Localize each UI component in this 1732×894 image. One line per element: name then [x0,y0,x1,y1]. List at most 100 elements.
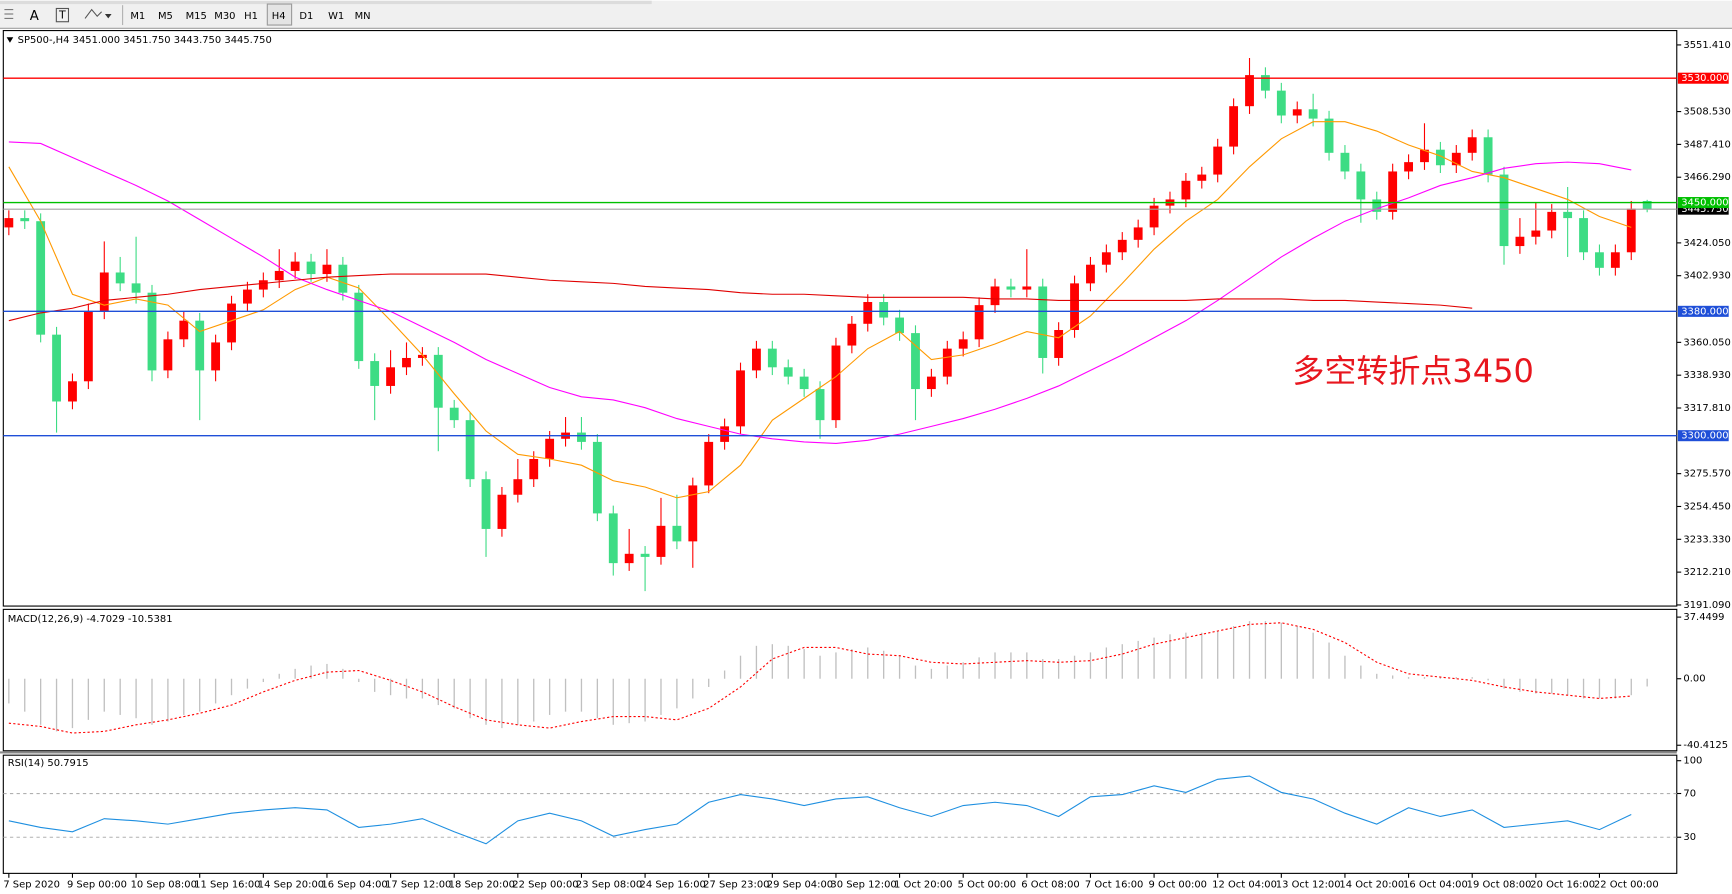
candle-body [529,458,539,480]
candle-body [1483,137,1493,175]
candle-body [1006,286,1016,290]
candle-body [926,376,936,390]
candle-body [20,218,30,222]
candle-body [1229,106,1239,147]
x-tick-label: 16 Sep 04:00 [321,879,387,890]
x-tick-label: 1 Oct 20:00 [894,879,952,890]
x-tick-label: 16 Oct 04:00 [1403,879,1468,890]
indicator-title: RSI(14) 50.7915 [8,758,89,769]
y-tick-label: 3487.410 [1683,139,1730,150]
toolbar-edge [0,0,652,5]
candle-body [402,357,411,368]
candle-body [1245,75,1254,107]
timeframe-button[interactable]: MN [355,11,371,22]
y-tick-label: 3338.930 [1683,370,1730,381]
timeframe-button[interactable]: M1 [130,11,145,22]
x-tick-label: 17 Sep 12:00 [385,879,451,890]
level-label: 3530.000 [1681,73,1728,84]
y-tick-label: 100 [1683,756,1702,767]
y-tick-label: 30 [1683,832,1696,843]
text-button-frame[interactable] [55,7,70,23]
timeframe-button[interactable]: M30 [214,11,235,22]
candle-body [1404,162,1413,172]
candle-body [163,339,173,371]
timeframe-button[interactable]: W1 [328,11,344,22]
x-tick-label: 11 Sep 16:00 [194,879,260,890]
candle-body [243,289,252,304]
timeframe-button[interactable]: D1 [299,11,313,22]
x-tick-label: 29 Sep 04:00 [767,879,833,890]
candle-body [592,441,602,514]
timeframe-button[interactable]: M15 [186,11,207,22]
candle-body [83,311,93,382]
y-tick-label: 37.4499 [1683,612,1724,623]
candle-body [1499,174,1509,247]
candle-body [115,272,125,284]
chart-header: SP500-,H4 3451.000 3451.750 3443.750 344… [18,35,272,46]
level-label: 3450.000 [1681,198,1728,209]
candle-body [386,367,396,386]
candle-body [752,348,761,371]
candle-body [1563,211,1573,219]
timeframe-button[interactable]: H1 [244,11,258,22]
candle-body [847,323,857,346]
candle-body [322,264,332,275]
x-tick-label: 27 Sep 23:00 [703,879,769,890]
candle-body [1054,329,1064,358]
y-tick-label: -40.4125 [1683,740,1728,751]
dropdown-arrow[interactable] [104,14,112,19]
y-tick-label: 3233.330 [1683,534,1730,545]
candle-body [1420,149,1429,163]
text-button[interactable]: T [58,9,66,22]
current-price-box [1677,203,1729,215]
candle-body [688,485,698,542]
indicator-title: MACD(12,26,9) -4.7029 -10.5381 [8,614,173,625]
candle-body [1070,283,1079,330]
timeframe-button[interactable]: H4 [272,11,286,22]
candle-body [1610,252,1620,268]
x-tick-label: 14 Sep 20:00 [258,879,324,890]
x-tick-label: 9 Sep 00:00 [67,879,127,890]
candle-body [147,292,157,371]
candle-body [258,280,268,290]
candle-body [1133,227,1143,240]
x-tick-label: 10 Sep 08:00 [131,879,197,890]
rsi-line [8,775,1632,845]
candle-body [656,525,666,557]
candle-body [179,320,189,340]
active-timeframe[interactable] [266,3,293,26]
candle-body [1515,236,1525,247]
candle-body [1292,109,1302,116]
candle-body [68,381,77,402]
rsi-panel [2,754,1678,874]
x-tick-label: 7 Oct 16:00 [1085,879,1143,890]
candle-body [990,286,1000,306]
font-button[interactable]: A [30,9,39,24]
candle-body [274,270,284,281]
candle-body [99,272,109,312]
candle-body [1086,264,1095,284]
candle-body [1149,205,1159,228]
title-marker [6,37,14,43]
moving-average [8,141,1632,445]
candle-body [1531,230,1541,237]
x-tick-label: 12 Oct 04:00 [1212,879,1277,890]
candle-body [895,317,904,334]
x-tick-label: 22 Sep 00:00 [512,879,578,890]
timeframe-button[interactable]: M5 [158,11,173,22]
x-tick-label: 18 Sep 20:00 [449,879,515,890]
toolbar-icons: A T [4,5,124,26]
level-label-box [1677,72,1729,84]
candle-body [1435,149,1445,166]
level-label-box [1677,305,1729,317]
candle-body [513,479,523,495]
candle-body [195,320,205,371]
objects-button[interactable] [84,8,103,19]
toolbar [0,0,1732,29]
y-tick-label: 3360.050 [1683,337,1730,348]
macd-signal [8,622,1632,734]
candle-body [608,513,618,564]
candle-body [131,283,141,293]
